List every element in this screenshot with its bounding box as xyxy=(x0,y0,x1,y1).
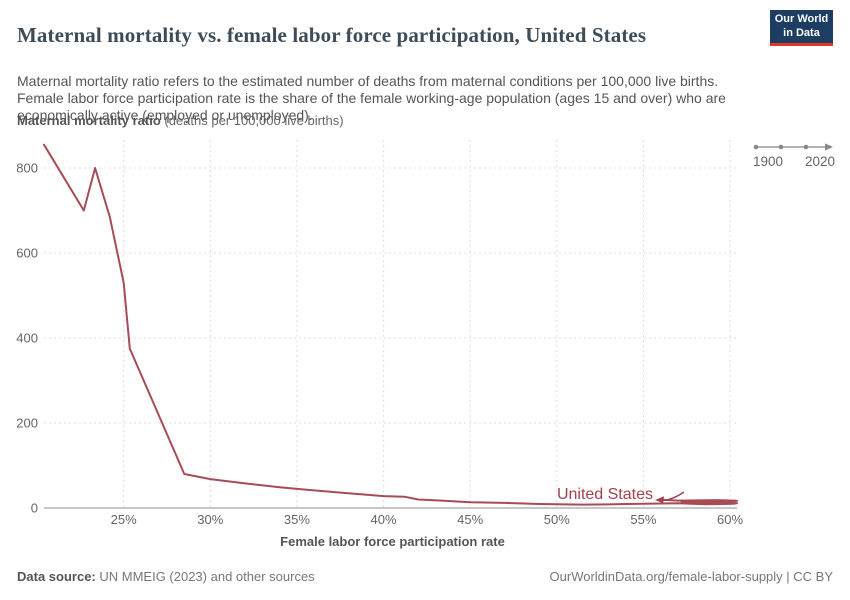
y-tick-label: 600 xyxy=(16,246,38,261)
x-tick-label: 35% xyxy=(284,512,310,527)
chart-subtitle: Maternal mortality ratio refers to the e… xyxy=(17,73,726,124)
timeline-end-year: 2020 xyxy=(805,154,835,169)
owid-logo-line2: in Data xyxy=(783,26,820,39)
y-tick-label: 200 xyxy=(16,416,38,431)
y-tick-label: 800 xyxy=(16,161,38,176)
timeline-dot xyxy=(753,144,759,150)
y-axis-heading: Maternal mortality ratio (deaths per 100… xyxy=(17,113,344,128)
x-axis-title: Female labor force participation rate xyxy=(280,534,505,549)
x-tick-label: 50% xyxy=(544,512,570,527)
entity-label: United States xyxy=(557,486,653,503)
timeline-start-year: 1900 xyxy=(753,154,783,169)
timeline-dot xyxy=(778,144,784,150)
owid-logo[interactable]: Our World in Data xyxy=(770,10,833,46)
x-tick-label: 55% xyxy=(630,512,656,527)
x-tick-label: 30% xyxy=(197,512,223,527)
data-source-text: UN MMEIG (2023) and other sources xyxy=(95,569,315,584)
y-axis-heading-bold: Maternal mortality ratio xyxy=(17,113,161,128)
footer-link[interactable]: OurWorldinData.org/female-labor-supply |… xyxy=(549,569,833,584)
timeline-dot xyxy=(803,144,809,150)
y-tick-label: 400 xyxy=(16,331,38,346)
chart-title: Maternal mortality vs. female labor forc… xyxy=(17,23,647,48)
x-tick-label: 45% xyxy=(457,512,483,527)
y-tick-label: 0 xyxy=(31,501,38,516)
entity-arrow-head xyxy=(655,496,664,504)
x-tick-label: 40% xyxy=(371,512,397,527)
y-axis-heading-units: (deaths per 100,000 live births) xyxy=(160,113,344,128)
x-tick-label: 25% xyxy=(111,512,137,527)
data-source: Data source: UN MMEIG (2023) and other s… xyxy=(17,569,315,584)
x-tick-label: 60% xyxy=(717,512,743,527)
timeline-arrow-icon xyxy=(825,143,833,151)
data-source-label: Data source: xyxy=(17,569,96,584)
owid-logo-line1: Our World xyxy=(774,12,829,25)
chart-line-united-states xyxy=(43,143,738,506)
